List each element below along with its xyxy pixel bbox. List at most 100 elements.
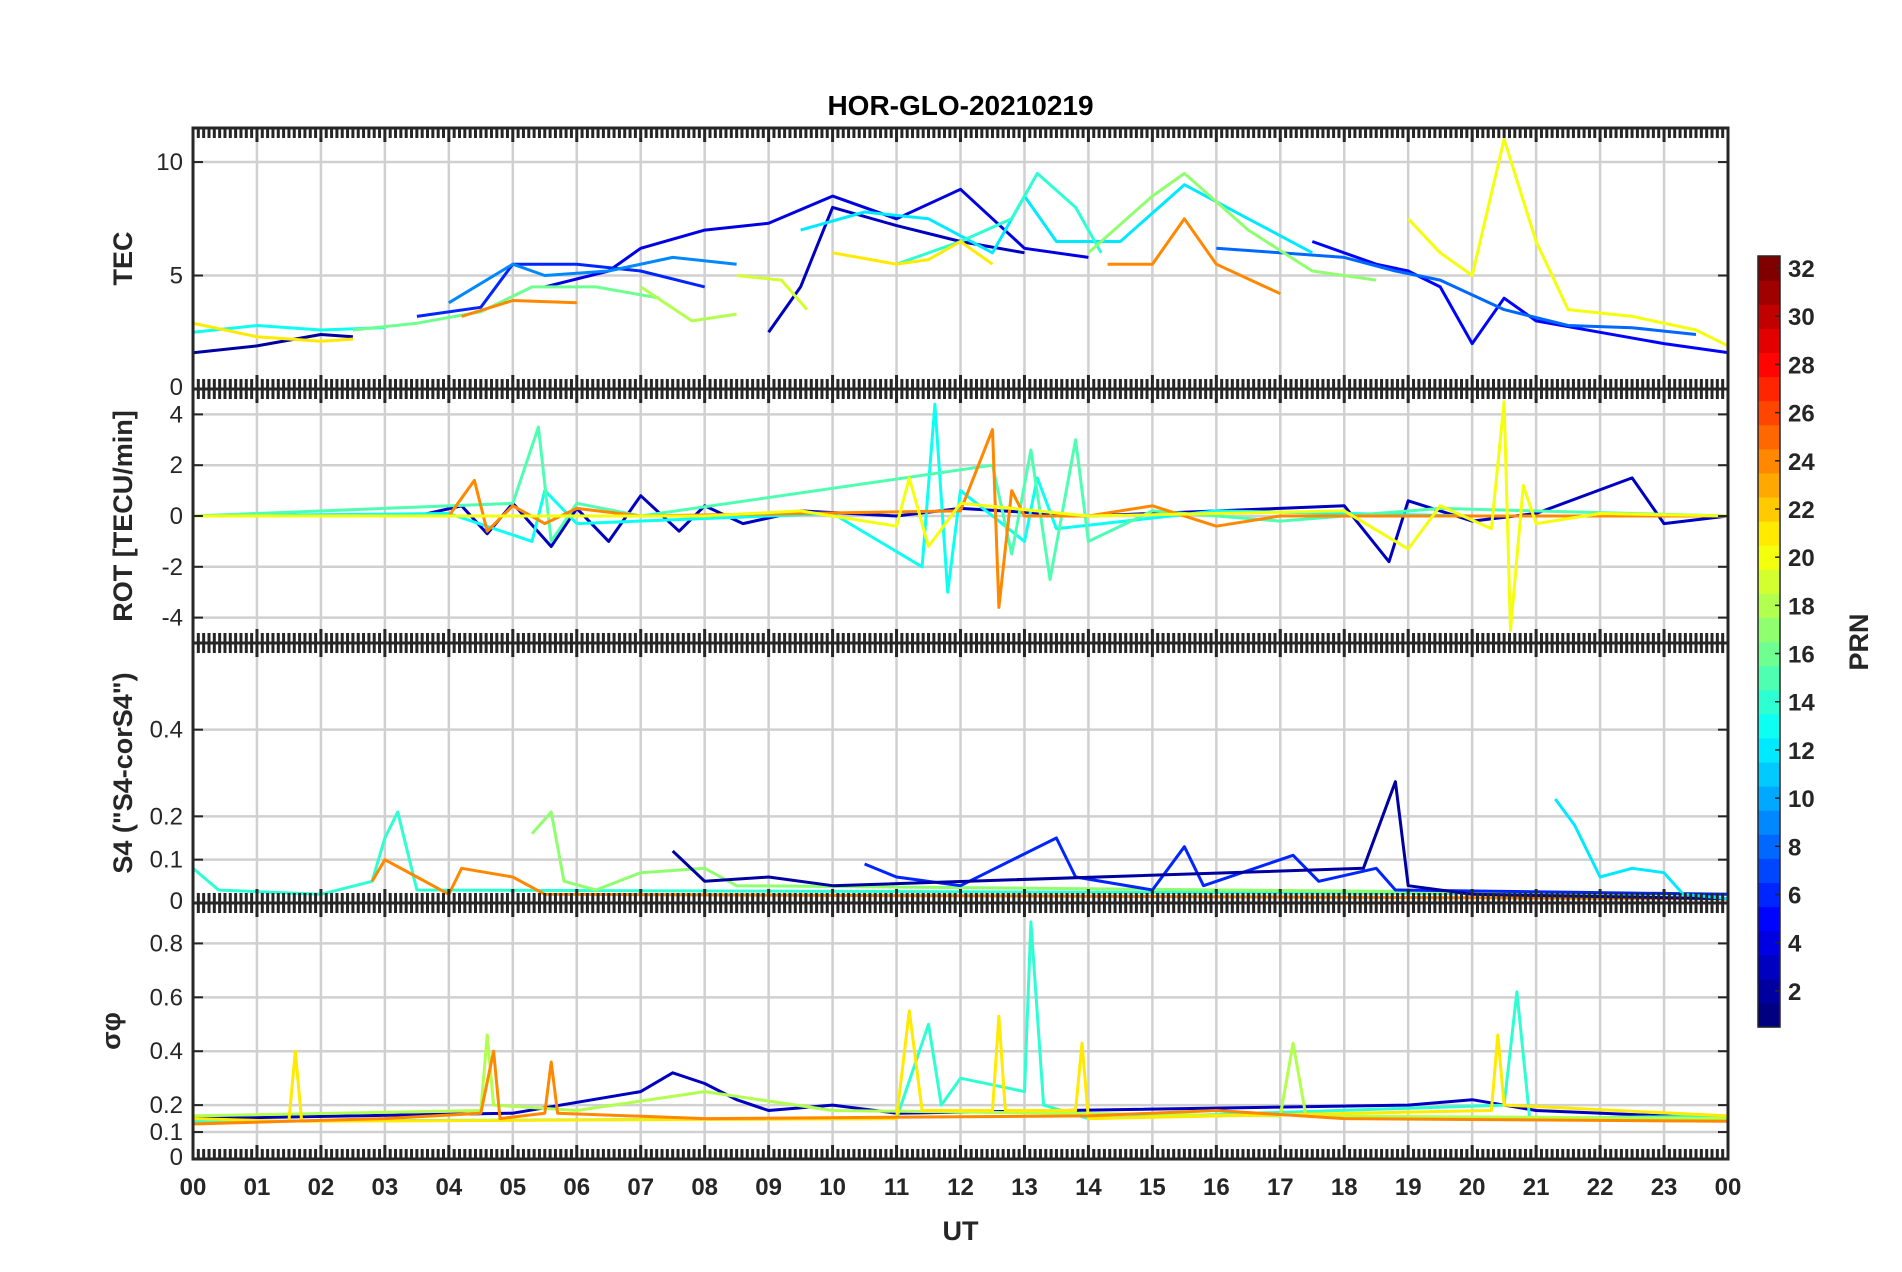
- x-tick-label: 06: [563, 1174, 590, 1201]
- colorbar-segment: [1758, 521, 1780, 546]
- series-line-prn-21: [193, 1009, 1728, 1123]
- colorbar-tick-label: 8: [1788, 834, 1801, 861]
- series-group: [193, 920, 1728, 1126]
- colorbar-tick-label: 14: [1788, 690, 1815, 717]
- colorbar-segment: [1758, 569, 1780, 594]
- panel-s4: 0 0.1 0.2 0.4 S4 ("S4-corS4"): [108, 641, 1730, 915]
- x-tick-label: 07: [627, 1174, 654, 1201]
- x-tick-label: 19: [1395, 1174, 1422, 1201]
- series-line-prn-5: [1311, 240, 1728, 355]
- colorbar-tick-label: 26: [1788, 401, 1815, 428]
- series-line-prn-20: [193, 400, 1728, 632]
- series-line-prn-8: [1216, 246, 1697, 336]
- colorbar-segment: [1758, 448, 1780, 474]
- x-tick-label: 11: [884, 1174, 909, 1201]
- y-tick-label: 0: [170, 1144, 183, 1171]
- colorbar-segment: [1758, 930, 1780, 956]
- colorbar-segment: [1758, 400, 1780, 426]
- series-line-prn-24: [193, 428, 1728, 609]
- panel-sigma: 00.10.2 0.4 0.6 0.8 σφ: [96, 901, 1730, 1171]
- x-tick-label: 13: [1011, 1174, 1038, 1201]
- series-line-prn-15: [193, 425, 1728, 581]
- series-line-prn-17: [530, 810, 1728, 896]
- colorbar-segment: [1758, 256, 1780, 281]
- colorbar-segment: [1758, 786, 1780, 811]
- colorbar-segment: [1758, 472, 1780, 498]
- y-tick-label: 0.4: [150, 1038, 183, 1065]
- x-tick-label: 17: [1267, 1174, 1294, 1201]
- y-axis-label: S4 ("S4-corS4"): [108, 672, 138, 873]
- colorbar-tick-label: 4: [1788, 931, 1802, 958]
- colorbar-tick-label: 6: [1788, 882, 1801, 909]
- x-tick-label: 14: [1075, 1174, 1102, 1201]
- y-tick-label: 5: [170, 263, 183, 290]
- y-tick-label: 0: [170, 888, 183, 915]
- colorbar-segment: [1758, 834, 1780, 859]
- y-tick-label: 0.1: [150, 847, 183, 874]
- axes-frame: [191, 901, 1730, 1161]
- y-tick-label: 10: [156, 149, 183, 176]
- colorbar-segment: [1758, 304, 1780, 329]
- colorbar-segment: [1758, 593, 1780, 619]
- y-tick-label: -2: [162, 554, 183, 581]
- colorbar-segment: [1758, 810, 1780, 835]
- series-line-prn-14: [895, 171, 1103, 266]
- chart-title: HOR-GLO-20210219: [827, 90, 1093, 121]
- colorbar-segment: [1758, 352, 1780, 378]
- y-tick-label: 0.1: [150, 1119, 183, 1146]
- y-tick-label: 0.4: [150, 717, 183, 744]
- x-tick-label: 03: [372, 1174, 399, 1201]
- colorbar-segment: [1758, 665, 1780, 691]
- colorbar-tick-label: 28: [1788, 352, 1815, 379]
- y-tick-label: 0.8: [150, 930, 183, 957]
- colorbar-tick-label: 20: [1788, 545, 1815, 572]
- series-line-prn-18: [193, 1033, 1728, 1121]
- series-line-prn-14: [193, 920, 1728, 1123]
- colorbar-segment: [1758, 328, 1780, 353]
- x-tick-label: 20: [1459, 1174, 1486, 1201]
- colorbar-segment: [1758, 761, 1780, 787]
- colorbar-segment: [1758, 737, 1780, 763]
- y-tick-label: 0.2: [150, 1092, 183, 1119]
- series-line-prn-4: [544, 187, 1089, 289]
- y-tick-label: 0: [170, 503, 183, 530]
- colorbar-tick-label: 30: [1788, 304, 1815, 331]
- x-tick-labels: 00 01 02 03 04 05 06 07 08 09 10 11 12 13 14 15 16 17 18 19…: [180, 1174, 1742, 1201]
- series-line-prn-21: [832, 240, 994, 266]
- colorbar-segment: [1758, 376, 1780, 402]
- colorbar-segment: [1758, 280, 1780, 305]
- colorbar-segment: [1758, 496, 1780, 522]
- x-tick-label: 02: [308, 1174, 335, 1201]
- x-tick-label: 10: [819, 1174, 846, 1201]
- series-line-prn-17: [1087, 171, 1377, 282]
- colorbar-segment: [1758, 882, 1780, 908]
- colorbar-tick-label: 2: [1788, 979, 1801, 1006]
- colorbar-label: PRN: [1844, 613, 1874, 670]
- series-line-prn-3: [193, 1071, 1728, 1121]
- series-line-prn-24: [370, 858, 1728, 901]
- y-axis-label: TEC: [108, 232, 138, 286]
- x-tick-label: 16: [1203, 1174, 1230, 1201]
- colorbar-tick-label: 32: [1788, 256, 1815, 283]
- x-tick-label: 00: [1715, 1174, 1742, 1201]
- x-tick-label: 09: [755, 1174, 782, 1201]
- colorbar-tick-label: 10: [1788, 786, 1815, 813]
- colorbar-tick-label: 18: [1788, 593, 1815, 620]
- series-group: [193, 137, 1728, 355]
- series-line-prn-19: [736, 274, 809, 311]
- y-axis-label: ROT [TECU/min]: [108, 410, 138, 621]
- colorbar-segment: [1758, 858, 1780, 884]
- series-line-prn-14: [193, 810, 1728, 896]
- colorbar-segment: [1758, 978, 1780, 1004]
- series-line-prn-24: [193, 1049, 1728, 1126]
- series-group: [193, 400, 1728, 632]
- colorbar-frame: [1757, 255, 1781, 1028]
- y-tick-label: 4: [170, 401, 183, 428]
- x-tick-label: 12: [947, 1174, 974, 1201]
- colorbar-segment: [1758, 1002, 1780, 1028]
- x-tick-label: 01: [244, 1174, 271, 1201]
- y-axis-label: σφ: [96, 1012, 126, 1050]
- colorbar-segment: [1758, 545, 1780, 570]
- colorbar-tick-label: 16: [1788, 642, 1815, 669]
- colorbar-segment: [1758, 424, 1780, 450]
